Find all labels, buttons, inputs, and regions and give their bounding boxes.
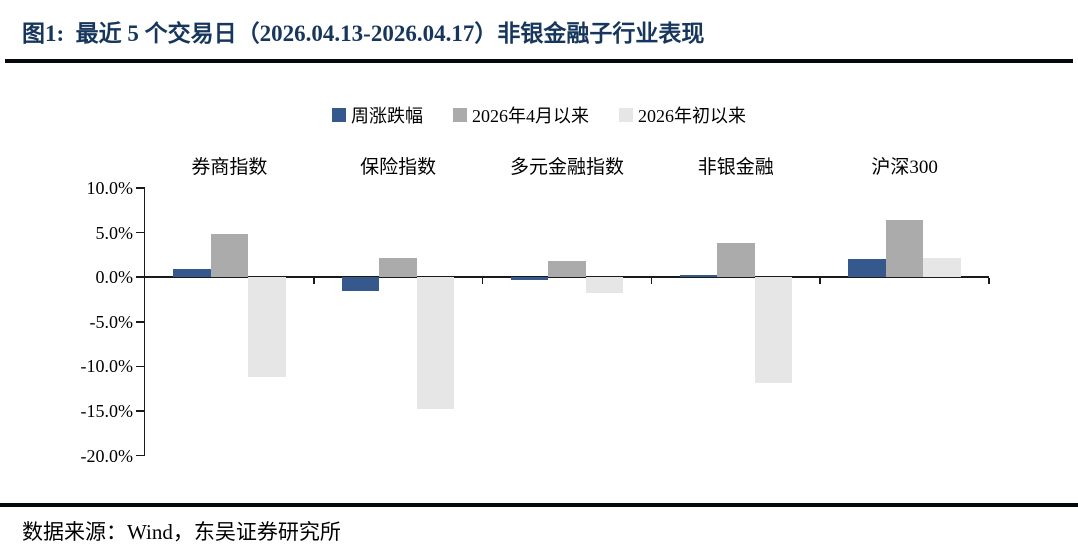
category-label: 非银金融: [697, 157, 774, 178]
bar-2026年初以来-券商指数: [248, 277, 286, 378]
bar-2026年4月以来-沪深300: [885, 220, 924, 278]
source-divider: [0, 503, 1078, 507]
zero-baseline: [145, 275, 989, 279]
category-label: 沪深300: [871, 157, 938, 178]
y-axis-tick: [136, 187, 145, 189]
bar-周涨跌幅-多元金融指数: [510, 277, 549, 280]
title-divider: [5, 59, 1073, 63]
y-axis-tick: [136, 365, 145, 368]
bar-周涨跌幅-非银金融: [679, 275, 718, 278]
bar-2026年初以来-多元金融指数: [585, 277, 624, 294]
legend-swatch-since-april-icon: [453, 108, 467, 122]
legend-item-weekly: 周涨跌幅: [332, 102, 423, 128]
y-axis-tick-label: -10.0%: [80, 356, 134, 377]
y-axis-tick: [136, 321, 145, 323]
bar-2026年初以来-沪深300: [923, 257, 961, 278]
y-axis-tick: [136, 410, 145, 412]
y-axis-tick-label: 5.0%: [95, 222, 134, 243]
legend-label: 周涨跌幅: [351, 106, 423, 126]
legend-item-since-april: 2026年4月以来: [453, 102, 589, 128]
category-label: 券商指数: [191, 157, 268, 178]
bar-2026年4月以来-多元金融指数: [548, 261, 586, 278]
category-label: 保险指数: [360, 157, 437, 178]
x-axis-tick: [988, 278, 990, 285]
bar-周涨跌幅-券商指数: [173, 269, 211, 278]
category-label: 多元金融指数: [509, 157, 624, 178]
y-axis-tick-label: 0.0%: [95, 267, 134, 288]
y-axis-tick: [136, 454, 145, 457]
bar-周涨跌幅-沪深300: [848, 259, 886, 278]
legend-swatch-weekly-icon: [332, 108, 346, 122]
y-axis-tick: [136, 276, 145, 278]
legend-label: 2026年初以来: [638, 106, 746, 126]
y-axis-tick-label: -5.0%: [89, 311, 134, 332]
legend-item-ytd: 2026年初以来: [619, 102, 746, 128]
bar-周涨跌幅-保险指数: [341, 277, 380, 292]
bar-2026年4月以来-券商指数: [210, 234, 249, 278]
bar-2026年初以来-非银金融: [754, 277, 793, 384]
y-axis-tick: [136, 231, 145, 234]
x-axis-tick: [650, 278, 653, 285]
y-axis-tick-label: 10.0%: [86, 178, 134, 198]
x-axis-tick: [481, 278, 484, 285]
bar-2026年4月以来-保险指数: [379, 258, 417, 278]
bar-2026年初以来-保险指数: [416, 277, 455, 410]
source-text: 数据来源：Wind，东吴证券研究所: [22, 520, 341, 544]
legend-label: 2026年4月以来: [472, 106, 589, 126]
x-axis-tick: [819, 278, 821, 285]
bar-chart: 周涨跌幅 2026年4月以来 2026年初以来 10.0% 5.0% 0.0% -5.…: [0, 64, 1078, 494]
bar-2026年4月以来-非银金融: [717, 243, 755, 278]
y-axis-tick-label: -20.0%: [80, 445, 134, 466]
legend-swatch-ytd-icon: [619, 108, 633, 122]
figure-title: 图1: 最近 5 个交易日（2026.04.13-2026.04.17）非银金融…: [22, 21, 705, 46]
chart-legend: 周涨跌幅 2026年4月以来 2026年初以来: [101, 104, 977, 126]
x-axis-tick: [313, 278, 315, 285]
y-axis-tick-label: -15.0%: [80, 400, 134, 421]
